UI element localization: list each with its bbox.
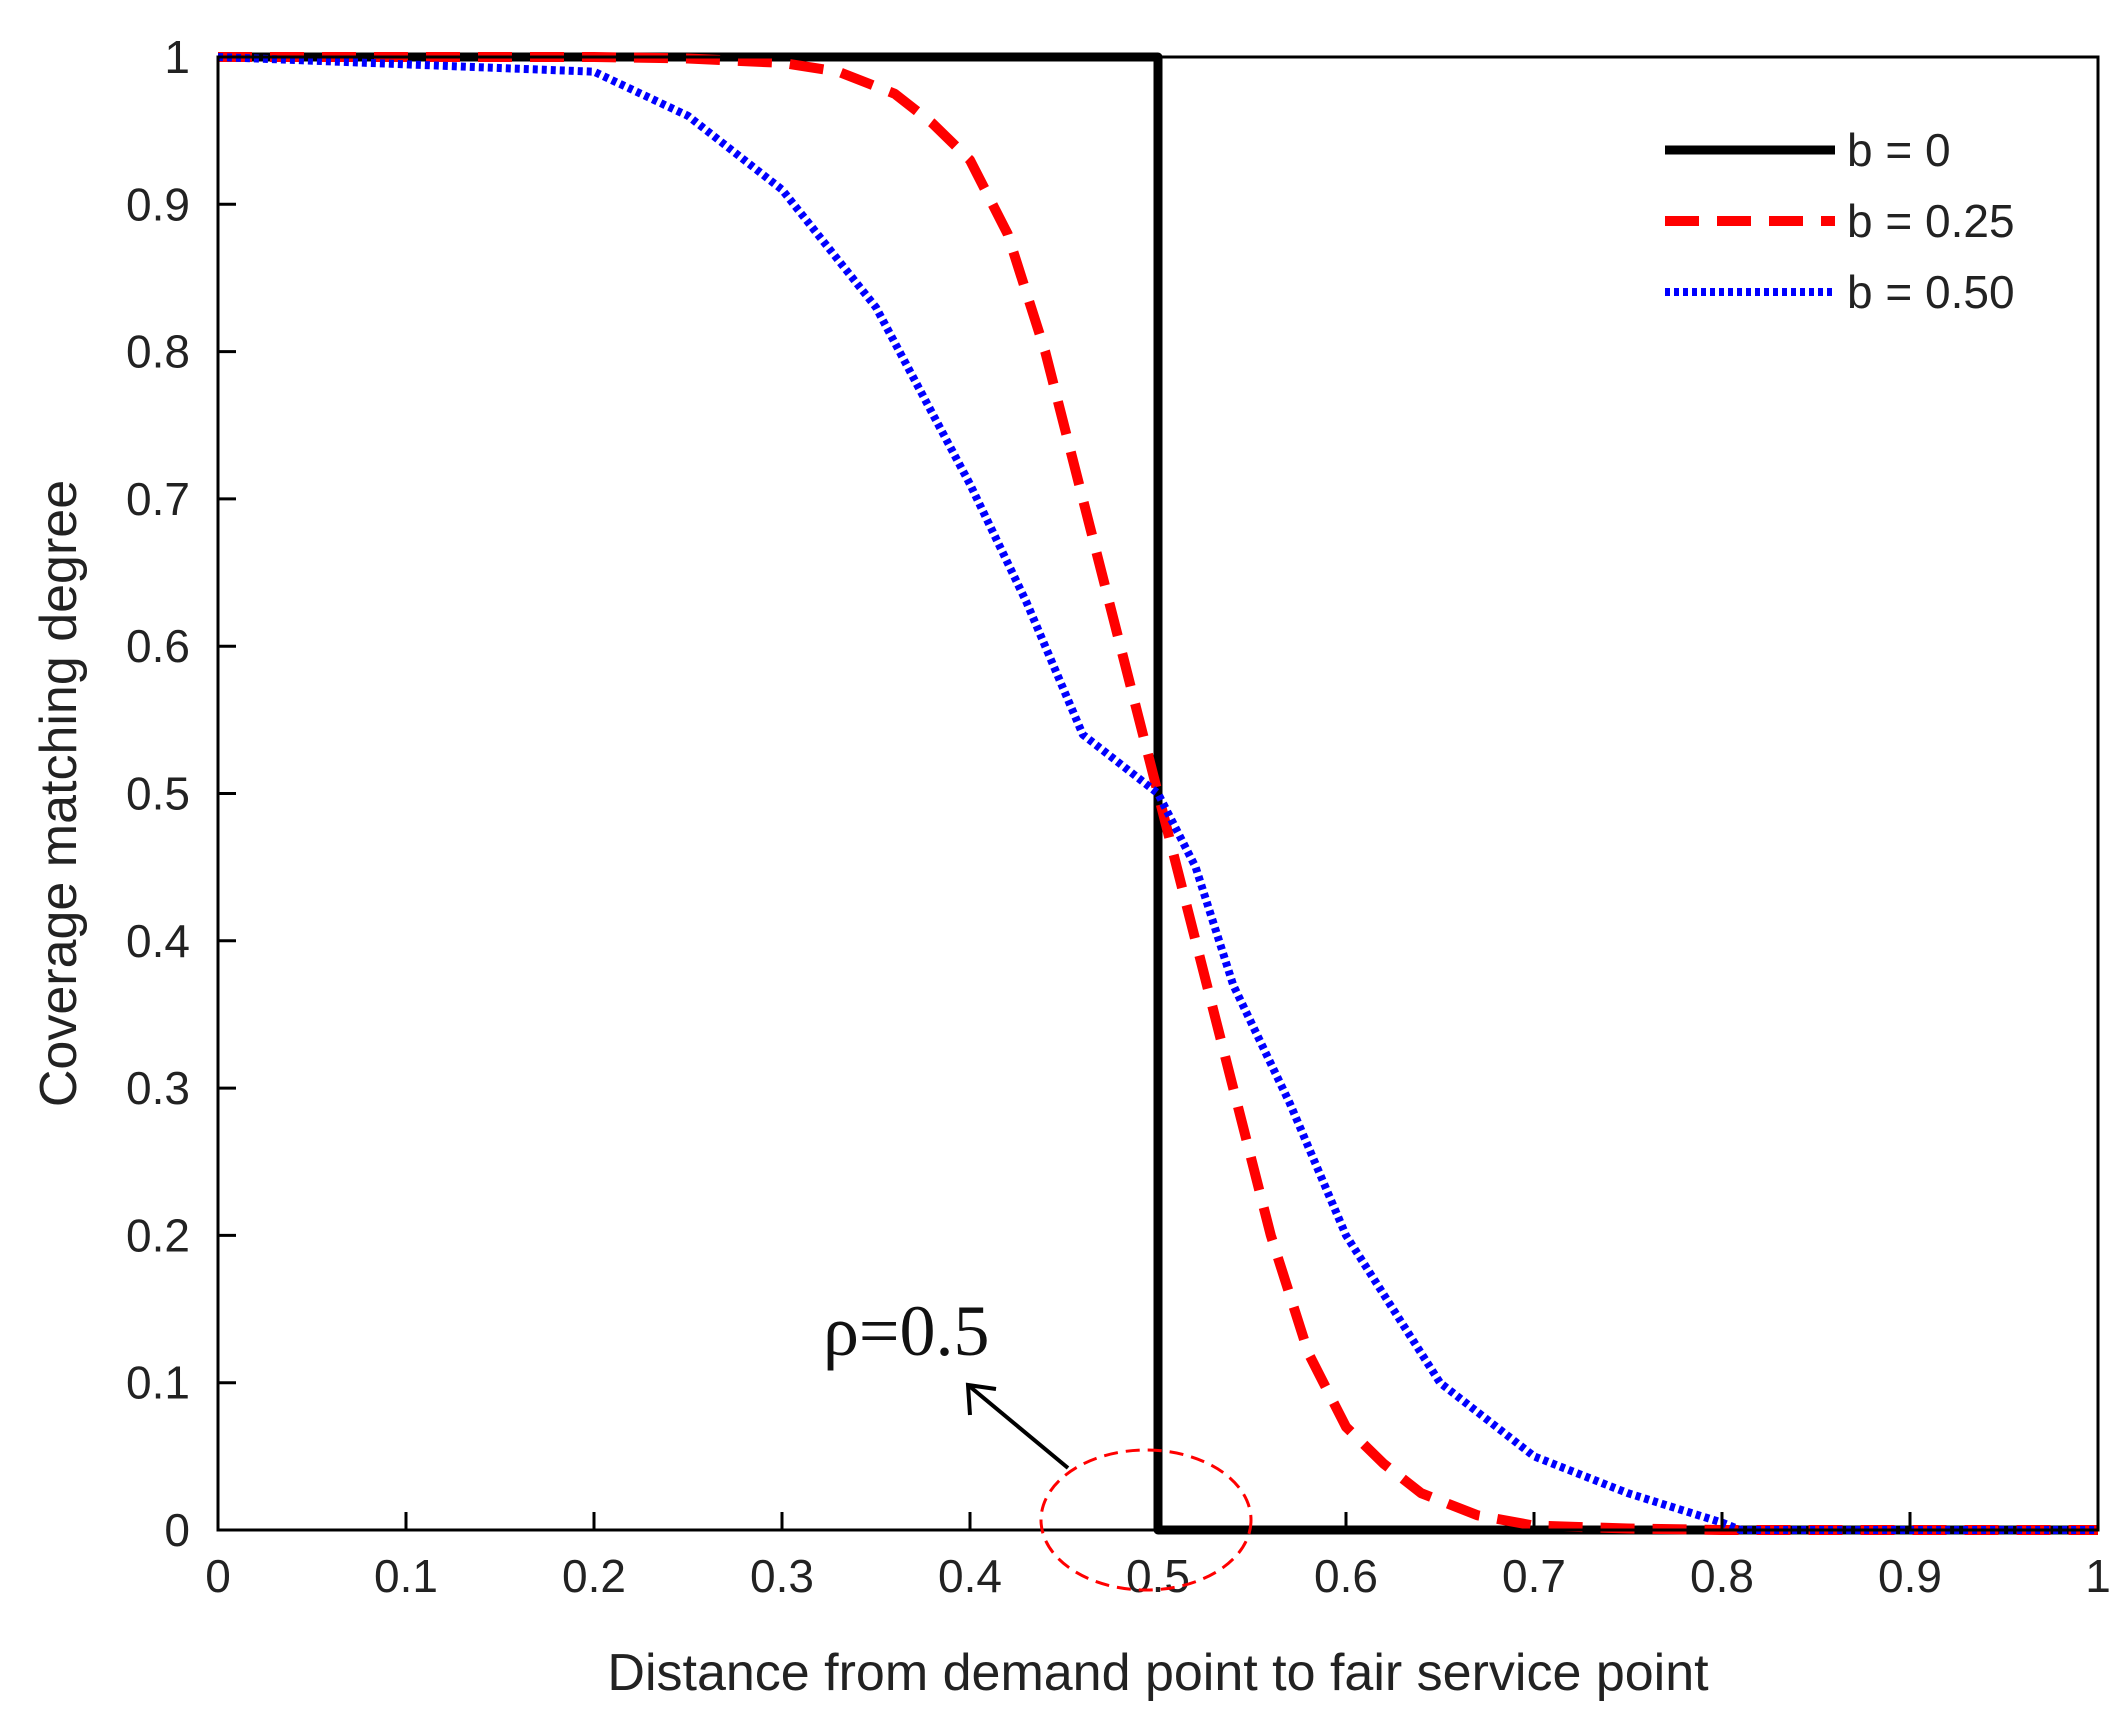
legend-label-1: b = 0.25 [1847,195,2015,247]
x-tick-label: 0.1 [374,1550,438,1602]
x-tick-label: 1 [2085,1550,2111,1602]
x-tick-label: 0.5 [1126,1550,1190,1602]
y-tick-label: 0.7 [126,473,190,525]
rho-ellipse [1039,1448,1253,1592]
x-axis-label: Distance from demand point to fair servi… [607,1644,1709,1702]
y-tick-label: 0.1 [126,1357,190,1409]
rho-arrow [966,1383,1070,1470]
y-tick-label: 0.6 [126,620,190,672]
x-tick-label: 0 [205,1550,231,1602]
legend-label-0: b = 0 [1847,124,1951,176]
series-line-1 [218,52,2098,1535]
y-tick-label: 0.4 [126,915,190,967]
x-tick-label: 0.2 [562,1550,626,1602]
x-tick-label: 0.9 [1878,1550,1942,1602]
legend: b = 0 b = 0.25 b = 0.50 [1665,124,2015,318]
series-line-2 [217,53,2098,1534]
y-tick-label: 0.3 [126,1062,190,1114]
legend-label-2: b = 0.50 [1847,266,2015,318]
x-tick-label: 0.8 [1690,1550,1754,1602]
y-tick-label: 0.2 [126,1209,190,1261]
y-axis-label: Coverage matching degree [30,480,88,1107]
x-tick-label: 0.3 [750,1550,814,1602]
x-tick-label: 0.7 [1502,1550,1566,1602]
y-tick-label: 0.5 [126,768,190,820]
y-tick-label: 0.9 [126,178,190,230]
rho-arrow-head [965,1382,997,1416]
axes-frame [216,55,2100,1532]
y-tick-label: 0.8 [126,326,190,378]
y-tick-label: 1 [164,31,190,83]
y-tick-label: 0 [164,1504,190,1556]
ticks-layer: 0 0.1 0.2 0.3 0.4 0.5 0.6 0.7 0.8 0.9 1 0 0.1 0.2 0.3 0… [126,31,2111,1602]
rho-annotation: ρ=0.5 [823,1291,990,1371]
x-tick-label: 0.4 [938,1550,1002,1602]
annotation-layer: ρ=0.5 [823,1291,1253,1592]
x-tick-label: 0.6 [1314,1550,1378,1602]
